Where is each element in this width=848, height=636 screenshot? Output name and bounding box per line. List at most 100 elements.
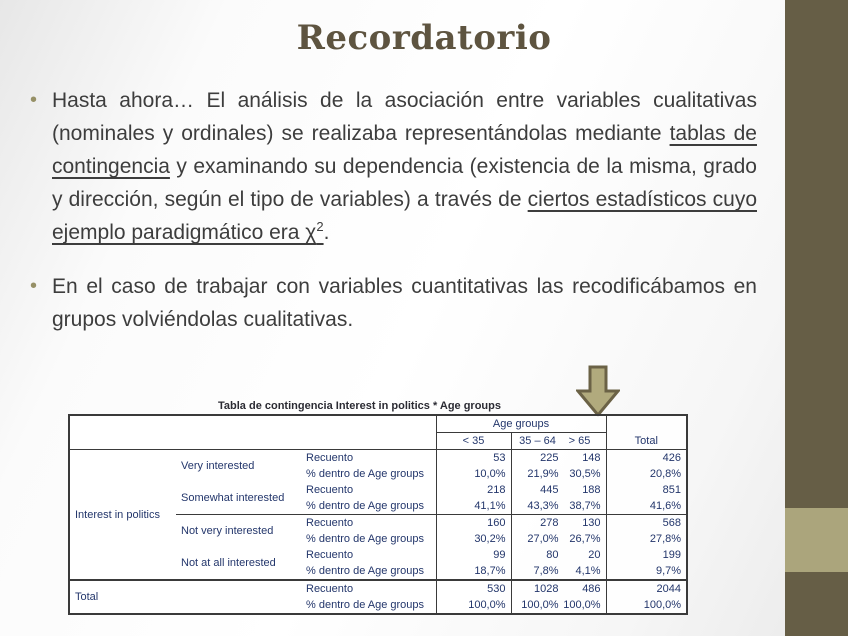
table-cell-count-pair: 1028 486: [510, 579, 607, 597]
sidebar-band-light: [785, 508, 848, 572]
table-category-label: Very interested: [181, 460, 255, 472]
bullet-icon: •: [30, 275, 38, 297]
bullet-2-text: En el caso de trabajar con variables cua…: [52, 275, 757, 331]
contingency-table-figure: Tabla de contingencia Interest in politi…: [68, 400, 689, 615]
table-cell-count: 20: [588, 549, 601, 561]
table-cell-pct: 100,0%: [605, 597, 688, 614]
table-total-row: Total Recuento 530 1028 486 2044: [69, 579, 688, 614]
table-stat-label: Recuento: [301, 514, 437, 531]
table-stat-label: % dentro de Age groups: [306, 599, 425, 611]
table-cell-count-pair: 225 148: [510, 449, 607, 466]
table-cell-pct-pair: 27,0% 26,7%: [510, 531, 607, 547]
bullet-item-1: • Hasta ahora… El análisis de la asociac…: [30, 84, 757, 249]
table-cell-pct-pair: 7,8% 4,1%: [510, 563, 607, 580]
table-header-under-35: < 35: [435, 432, 512, 450]
table-row-group-label: Interest in politics: [75, 508, 160, 521]
table-cell-pct: 41,6%: [605, 498, 688, 515]
table-category-label: Not at all interested: [181, 557, 276, 569]
table-row: Not very interested Recuento 160 278 130 …: [69, 514, 688, 547]
table-row: % dentro de Age groups 41,1% 43,3% 38,7% …: [69, 498, 688, 515]
bullet-1-underline-1: tablas de contingencia: [52, 122, 757, 178]
table-header-total: Total: [605, 432, 688, 450]
table-row: % dentro de Age groups 10,0% 21,9% 30,5% …: [69, 466, 688, 482]
table-stat-label: Recuento: [306, 549, 354, 561]
table-cell-blank: [605, 415, 688, 433]
table-cell-pct: 100,0%: [435, 597, 512, 614]
table-cell-count-pair: 80 20: [510, 547, 607, 563]
table-category-label: Somewhat interested: [181, 492, 285, 504]
table-cell-pct: 30,2%: [435, 531, 512, 547]
slide-title: Recordatorio: [296, 18, 552, 58]
table-row: Somewhat interested Recuento 218 445 188 …: [69, 482, 688, 504]
table-cell-pct: 4,1%: [575, 565, 601, 577]
table-stat-label: % dentro de Age groups: [306, 500, 425, 512]
bullet-1-part-3: .: [323, 221, 330, 244]
table-cell-pct: 7,8%: [533, 565, 559, 577]
table-cell-count: 218: [435, 482, 512, 498]
table-cell-count: 80: [546, 549, 559, 561]
table-cell-count: 426: [605, 449, 688, 466]
table-cell-pct: 27,8%: [605, 531, 688, 547]
table-header-age-groups: Age groups: [435, 415, 607, 433]
table-stat-label: Recuento: [306, 452, 354, 464]
table-header-row-2: < 35 35 – 64 > 65 Total: [69, 432, 688, 450]
table-cell-count-pair: 445 188: [510, 482, 607, 498]
table-cell-pct-pair: 43,3% 38,7%: [510, 498, 607, 515]
table-cell-count: 160: [435, 514, 512, 531]
table-header-35-64: 35 – 64: [519, 435, 556, 447]
table-cell-pct: 41,1%: [435, 498, 512, 515]
table-cell-pct: 26,7%: [569, 533, 601, 545]
table-stat-label: Recuento: [301, 579, 437, 597]
table-cell-pct-pair: 100,0% 100,0%: [510, 597, 607, 614]
table-cell-pct: 38,7%: [569, 500, 601, 512]
table-row: % dentro de Age groups 30,2% 27,0% 26,7% …: [69, 531, 688, 547]
accent-sidebar: [785, 0, 848, 636]
table-cell-pct: 30,5%: [569, 468, 601, 480]
table-row: % dentro de Age groups 18,7% 7,8% 4,1% 9,…: [69, 563, 688, 580]
table-cell-count-pair: 278 130: [510, 514, 607, 531]
bullet-1-text: Hasta ahora… El análisis de la asociació…: [52, 84, 757, 249]
table-cell-pct: 21,9%: [527, 468, 559, 480]
table-header-over-65: > 65: [568, 435, 591, 447]
table-cell-count: 568: [605, 514, 688, 531]
table-category-label: Not very interested: [176, 514, 301, 547]
bullet-item-2: • En el caso de trabajar con variables c…: [30, 270, 757, 336]
table-total-row: % dentro de Age groups 100,0% 100,0% 100,…: [69, 597, 688, 614]
table-cell-pct: 20,8%: [605, 466, 688, 482]
table-cell-count: 278: [540, 517, 559, 529]
table-stat-label: % dentro de Age groups: [306, 565, 425, 577]
chi-squared-exponent: 2: [316, 219, 324, 234]
table-row: Not at all interested Recuento 99 80 20 1…: [69, 547, 688, 569]
bullet-1-underline-2: ciertos estadísticos cuyo ejemplo paradi…: [52, 188, 757, 244]
table-cell-pct: 9,7%: [605, 563, 688, 580]
table-cell-count: 199: [605, 547, 688, 563]
table-cell-count: 486: [582, 583, 601, 595]
bullet-icon: •: [30, 89, 38, 111]
table-cell-pct: 27,0%: [527, 533, 559, 545]
bullet-1-underline-2-text: ciertos estadísticos cuyo ejemplo paradi…: [52, 188, 757, 244]
down-arrow-icon: [576, 365, 620, 417]
table-cell-count: 99: [435, 547, 512, 563]
table-stat-label: Recuento: [306, 484, 354, 496]
table-cell-count: 225: [540, 452, 559, 464]
table-cell-count: 530: [435, 579, 512, 597]
bullet-1-part-1: Hasta ahora… El análisis de la asociació…: [52, 89, 757, 145]
table-header-mid-ages: 35 – 64 > 65: [510, 432, 607, 450]
table-header-row-1: Age groups: [69, 415, 688, 433]
table-cell-pct: 18,7%: [435, 563, 512, 580]
table-cell-pct: 43,3%: [527, 500, 559, 512]
table-total-label: Total: [69, 579, 301, 614]
table-cell-count: 445: [540, 484, 559, 496]
table-cell-pct: 100,0%: [521, 599, 559, 611]
sidebar-band-dark-bottom: [785, 572, 848, 636]
table-stat-label: % dentro de Age groups: [306, 468, 425, 480]
table-caption: Tabla de contingencia Interest in politi…: [218, 400, 501, 412]
table-cell-pct: 10,0%: [435, 466, 512, 482]
table-cell-count: 130: [582, 517, 601, 529]
table-cell-count: 2044: [605, 579, 688, 597]
table-row: Interest in politics Very interested Rec…: [69, 449, 688, 521]
table-cell-count: 851: [605, 482, 688, 498]
table-cell-count: 148: [582, 452, 601, 464]
slide-body: • Hasta ahora… El análisis de la asociac…: [30, 84, 757, 357]
